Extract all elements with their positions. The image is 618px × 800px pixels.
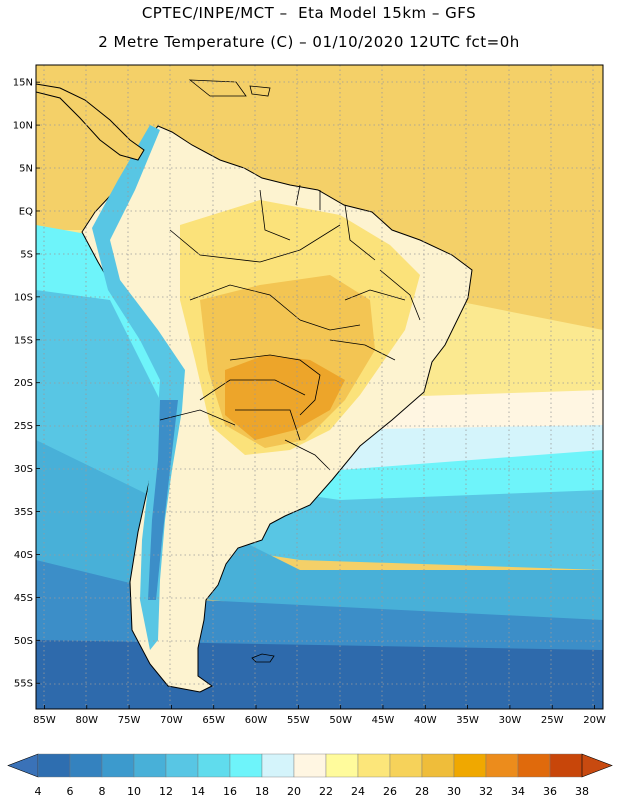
- lat-tick-label: EQ: [19, 206, 33, 217]
- map-frame: [35, 64, 604, 710]
- lat-tick-label: 5S: [20, 249, 33, 260]
- colorbar-label: 6: [67, 785, 74, 798]
- colorbar-swatch: [229, 753, 263, 778]
- colorbar-swatch: [453, 753, 487, 778]
- lon-tick-label: 30W: [499, 715, 522, 726]
- colorbar-swatch: [389, 753, 423, 778]
- longitude-labels: 85W 80W 75W 70W 65W 60W 55W 50W 45W 40W 35W 30W 25W 2…: [33, 705, 606, 726]
- colorbar-swatch: [421, 753, 455, 778]
- caribbean-island: [249, 85, 271, 97]
- colorbar-label: 14: [191, 785, 205, 798]
- graticule: [36, 65, 603, 709]
- central-america-land: [36, 83, 145, 161]
- colorbar-label: 4: [35, 785, 42, 798]
- colorbar-label: 38: [575, 785, 589, 798]
- colorbar-swatch: [37, 753, 71, 778]
- lon-tick-label: 35W: [456, 715, 479, 726]
- lon-tick-label: 55W: [287, 715, 310, 726]
- lat-tick-label: 50S: [14, 636, 33, 647]
- colorbar-label: 12: [159, 785, 173, 798]
- colorbar-swatch: [101, 753, 135, 778]
- falkland-islands: [251, 653, 275, 663]
- map-field: [36, 65, 603, 709]
- lon-tick-label: 60W: [245, 715, 268, 726]
- lat-tick-label: 10S: [14, 292, 33, 303]
- colorbar-label: 36: [543, 785, 557, 798]
- lon-tick-label: 20W: [583, 715, 606, 726]
- lon-tick-label: 70W: [160, 715, 183, 726]
- lat-tick-label: 20S: [14, 378, 33, 389]
- colorbar-label: 10: [127, 785, 141, 798]
- map-title-line-2: 2 Metre Temperature (C) – 01/10/2020 12U…: [98, 33, 520, 51]
- colorbar-label: 34: [511, 785, 525, 798]
- colorbar-swatch: [549, 753, 583, 778]
- colorbar-swatch: [69, 753, 103, 778]
- andes-coldest-strip: [148, 400, 178, 600]
- lon-tick-label: 75W: [118, 715, 141, 726]
- colorbar-label: 18: [255, 785, 269, 798]
- lat-tick-label: 30S: [14, 464, 33, 475]
- lat-tick-label: 35S: [14, 507, 33, 518]
- caribbean-island: [188, 79, 247, 97]
- colorbar-label: 24: [351, 785, 365, 798]
- colorbar-swatch: [261, 753, 295, 778]
- lon-tick-label: 80W: [75, 715, 98, 726]
- lat-tick-label: 15S: [14, 335, 33, 346]
- colorbar-swatch: [357, 753, 391, 778]
- lon-tick-label: 40W: [414, 715, 437, 726]
- lat-tick-label: 45S: [14, 593, 33, 604]
- lat-tick-label: 40S: [14, 550, 33, 561]
- lat-tick-label: 5N: [19, 164, 33, 175]
- lon-tick-label: 65W: [202, 715, 225, 726]
- colorbar-label: 26: [383, 785, 397, 798]
- colorbar-swatch: [325, 753, 359, 778]
- colorbar-label: 28: [415, 785, 429, 798]
- coldest-ocean-band: [36, 640, 603, 709]
- colorbar-swatch: [293, 753, 327, 778]
- map-title-line-1: CPTEC/INPE/MCT – Eta Model 15km – GFS: [141, 4, 477, 22]
- colorbar-swatch: [197, 753, 231, 778]
- lon-tick-label: 50W: [329, 715, 352, 726]
- colorbar-swatch: [165, 753, 199, 778]
- colorbar-swatch: [517, 753, 551, 778]
- colorbar-label: 30: [447, 785, 461, 798]
- country-borders: [159, 184, 421, 471]
- colorbar-label: 8: [99, 785, 106, 798]
- colorbar-swatch: [485, 753, 519, 778]
- colorbar-low-arrow: [7, 753, 39, 778]
- lat-tick-label: 55S: [14, 679, 33, 690]
- lon-tick-label: 45W: [372, 715, 395, 726]
- colorbar: [7, 753, 613, 778]
- colorbar-label: 32: [479, 785, 493, 798]
- colorbar-labels: 4 6 8 10 12 14 16 18 20 22 24 26 28 30 32 34 36 38: [35, 785, 590, 798]
- lat-tick-label: 15N: [13, 78, 33, 89]
- lon-tick-label: 85W: [33, 715, 56, 726]
- colorbar-label: 22: [319, 785, 333, 798]
- lat-tick-label: 10N: [13, 121, 33, 132]
- colorbar-label: 16: [223, 785, 237, 798]
- latitude-labels: 15N 10N 5N EQ 5S 10S 15S 20S 25S 30S 35S 40S 45S 50S 5…: [13, 78, 40, 690]
- colorbar-label: 20: [287, 785, 301, 798]
- lon-tick-label: 25W: [541, 715, 564, 726]
- colorbar-high-arrow: [581, 753, 613, 778]
- colorbar-swatch: [133, 753, 167, 778]
- lat-tick-label: 25S: [14, 421, 33, 432]
